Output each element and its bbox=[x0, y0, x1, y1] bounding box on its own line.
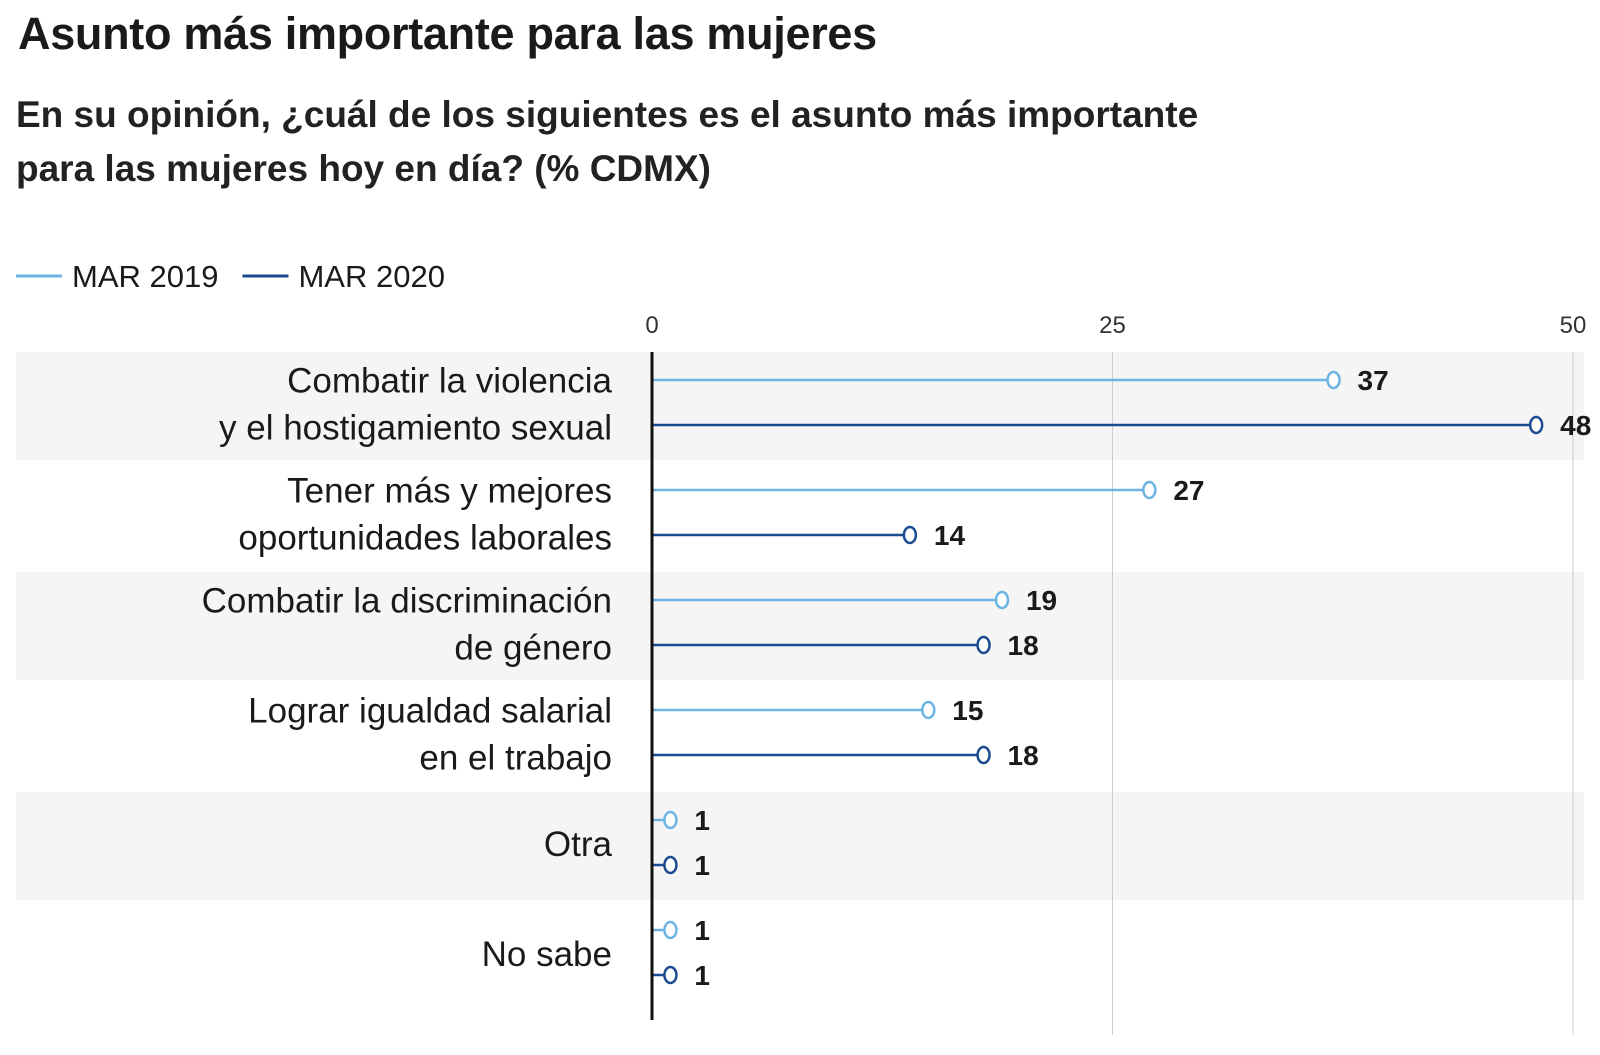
value-label: 1 bbox=[694, 805, 710, 836]
grid-lines bbox=[1112, 352, 1574, 1035]
lollipop-point bbox=[1528, 415, 1544, 435]
legend: MAR 2019 MAR 2020 bbox=[16, 259, 445, 294]
value-label: 27 bbox=[1173, 475, 1204, 506]
category-label: Otra bbox=[544, 825, 613, 864]
row-band bbox=[16, 792, 1584, 900]
lollipop-point bbox=[994, 590, 1010, 610]
tick-label: 50 bbox=[1560, 312, 1587, 339]
tick-label: 0 bbox=[645, 312, 658, 339]
chart-subtitle-line-2: para las mujeres hoy en día? (% CDMX) bbox=[16, 148, 711, 189]
value-label: 37 bbox=[1358, 365, 1389, 396]
lollipop-point bbox=[663, 855, 678, 875]
value-label: 15 bbox=[952, 695, 983, 726]
category-label: oportunidades laborales bbox=[238, 519, 612, 558]
row-band bbox=[16, 352, 1584, 460]
value-label: 18 bbox=[1008, 630, 1039, 661]
tick-label: 25 bbox=[1099, 312, 1126, 339]
category-label: y el hostigamiento sexual bbox=[219, 409, 612, 448]
row-bands bbox=[16, 352, 1584, 900]
value-label: 19 bbox=[1026, 585, 1057, 616]
lollipop-point bbox=[663, 920, 678, 940]
category-label: Combatir la discriminación bbox=[202, 582, 612, 621]
category-label: Tener más y mejores bbox=[287, 472, 612, 511]
chart-subtitle: En su opinión, ¿cuál de los siguientes e… bbox=[16, 88, 1516, 196]
value-label: 14 bbox=[934, 520, 966, 551]
category-label: No sabe bbox=[482, 935, 612, 974]
chart-title: Asunto más importante para las mujeres bbox=[18, 8, 877, 59]
lollipop-point bbox=[663, 965, 678, 985]
lollipop-point bbox=[902, 525, 918, 545]
value-label: 1 bbox=[694, 915, 710, 946]
category-label: Combatir la violencia bbox=[287, 362, 612, 401]
legend-label: MAR 2020 bbox=[298, 259, 444, 294]
x-axis-ticks: 0 25 50 bbox=[645, 312, 1586, 339]
lollipop-point bbox=[976, 635, 991, 655]
lollipop-point bbox=[1326, 370, 1341, 390]
category-label: de género bbox=[454, 629, 612, 668]
lollipop-point bbox=[663, 810, 678, 830]
legend-label: MAR 2019 bbox=[72, 259, 218, 294]
value-label: 18 bbox=[1008, 740, 1039, 771]
category-label: en el trabajo bbox=[419, 739, 612, 778]
value-label: 48 bbox=[1560, 410, 1591, 441]
chart-subtitle-line-1: En su opinión, ¿cuál de los siguientes e… bbox=[16, 94, 1199, 135]
value-label: 1 bbox=[694, 850, 710, 881]
value-label: 1 bbox=[694, 960, 710, 991]
category-labels: Combatir la violencia y el hostigamiento … bbox=[202, 362, 613, 975]
category-label: Lograr igualdad salarial bbox=[248, 692, 612, 731]
lollipop-point bbox=[1142, 480, 1157, 500]
lollipop-point bbox=[976, 745, 991, 765]
lollipop-point bbox=[921, 700, 936, 720]
row-band bbox=[16, 572, 1584, 680]
